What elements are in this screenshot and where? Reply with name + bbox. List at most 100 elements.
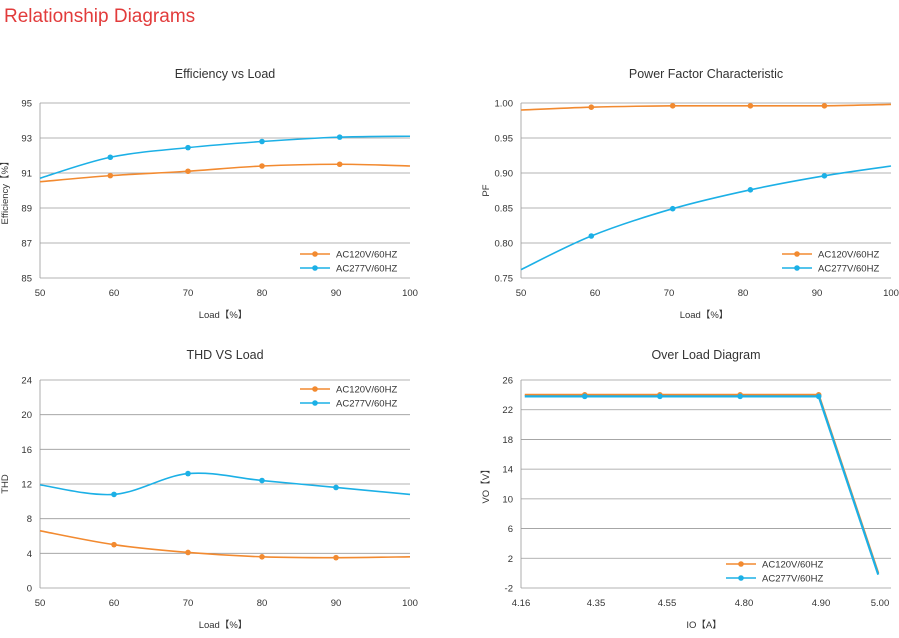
y-tick-label: 89: [21, 204, 32, 215]
y-tick-label: 24: [21, 376, 32, 387]
y-tick-label: 2: [508, 554, 513, 565]
x-tick-label: 90: [812, 288, 823, 299]
x-tick-label: 90: [331, 598, 342, 609]
y-axis-label: PF: [481, 184, 492, 196]
y-tick-label: 91: [21, 169, 32, 180]
series-line-2: [39, 472, 411, 496]
x-tick-label: 80: [257, 288, 268, 299]
y-tick-label: 0: [27, 584, 32, 595]
legend-swatch-marker: [312, 265, 318, 271]
data-point: [821, 173, 828, 179]
y-tick-label: 1.00: [495, 99, 514, 110]
legend-swatch-marker: [794, 251, 800, 257]
x-tick-label: 80: [738, 288, 749, 299]
data-point: [107, 154, 114, 161]
chart-title: Over Load Diagram: [651, 348, 760, 362]
y-tick-label: 6: [508, 524, 513, 535]
legend-label: AC120V/60HZ: [336, 250, 397, 261]
data-point: [259, 477, 265, 484]
x-tick-label: 90: [331, 288, 342, 299]
y-tick-label: 0.90: [495, 169, 514, 180]
data-point: [336, 161, 343, 168]
x-tick-label: 100: [402, 598, 418, 609]
x-tick-label: 50: [516, 288, 527, 299]
y-axis-label: THD: [0, 474, 11, 494]
y-tick-label: 20: [21, 410, 32, 421]
x-tick-label: 4.35: [587, 598, 606, 609]
data-point: [669, 103, 676, 109]
y-tick-label: -2: [505, 584, 513, 595]
legend-label: AC120V/60HZ: [762, 560, 823, 571]
data-point: [821, 103, 828, 109]
y-tick-label: 12: [21, 480, 32, 491]
legend-swatch-marker: [312, 251, 318, 257]
legend-swatch-marker: [738, 561, 744, 567]
page-title: Relationship Diagrams: [4, 6, 196, 27]
x-axis-label: Load【%】: [199, 310, 248, 321]
data-point: [111, 491, 117, 498]
data-point: [333, 554, 339, 561]
series-line-1: [520, 103, 892, 111]
y-tick-label: 8: [27, 514, 32, 525]
legend-label: AC277V/60HZ: [336, 264, 397, 275]
y-tick-label: 14: [502, 465, 513, 476]
legend-label: AC277V/60HZ: [336, 399, 397, 410]
y-tick-label: 87: [21, 239, 32, 250]
x-tick-label: 70: [183, 598, 194, 609]
y-tick-label: 18: [502, 435, 513, 446]
chart-1: Efficiency vs Load 85 87 89 91 93 95 50 60 70 80 90…: [0, 67, 418, 321]
data-point: [185, 168, 191, 175]
x-tick-label: 5.00: [871, 598, 890, 609]
y-tick-label: 95: [21, 99, 32, 110]
chart-title: Power Factor Characteristic: [629, 67, 783, 81]
legend-swatch-marker: [794, 265, 800, 271]
legend-swatch-marker: [312, 400, 318, 406]
legend-swatch-marker: [312, 386, 318, 392]
x-tick-label: 60: [109, 288, 120, 299]
x-tick-label: 4.55: [658, 598, 677, 609]
data-point: [259, 163, 265, 169]
x-tick-label: 70: [664, 288, 675, 299]
x-tick-label: 50: [35, 598, 46, 609]
x-tick-label: 4.80: [735, 598, 754, 609]
x-axis-label: Load【%】: [199, 620, 248, 631]
y-tick-label: 4: [27, 549, 32, 560]
y-tick-label: 26: [502, 376, 513, 387]
series-line-1: [39, 163, 411, 183]
x-tick-label: 60: [109, 598, 120, 609]
data-point: [333, 484, 339, 491]
x-tick-label: 60: [590, 288, 601, 299]
legend-label: AC120V/60HZ: [336, 385, 397, 396]
legend-label: AC277V/60HZ: [818, 264, 879, 275]
x-tick-label: 4.90: [812, 598, 831, 609]
x-tick-label: 100: [883, 288, 899, 299]
y-tick-label: 0.75: [495, 274, 514, 285]
chart-title: Efficiency vs Load: [175, 67, 276, 81]
series-line-2: [524, 395, 880, 575]
y-tick-label: 10: [502, 494, 513, 505]
data-point: [747, 187, 754, 193]
y-tick-label: 93: [21, 134, 32, 145]
data-point: [336, 134, 343, 140]
y-tick-label: 0.80: [495, 239, 514, 250]
data-point: [657, 393, 663, 400]
data-point: [669, 205, 676, 212]
data-point: [747, 103, 754, 109]
x-axis-label: IO【A】: [686, 620, 721, 631]
data-point: [111, 541, 117, 548]
y-axis-label: Efficiency【%】: [0, 157, 11, 225]
x-tick-label: 100: [402, 288, 418, 299]
chart-2: Power Factor Characteristic 0.75 0.80 0.85 0…: [481, 67, 899, 321]
y-tick-label: 0.85: [495, 204, 514, 215]
y-tick-label: 0.95: [495, 134, 514, 145]
data-point: [737, 393, 743, 400]
y-tick-label: 22: [502, 405, 513, 416]
data-point: [588, 104, 595, 110]
data-point: [107, 172, 114, 179]
data-point: [581, 393, 588, 400]
x-tick-label: 50: [35, 288, 46, 299]
data-point: [259, 554, 265, 560]
chart-3: THD VS Load 0 4 8 12 16 20 24 50 60 70 80 90 100 Load【…: [0, 348, 418, 631]
